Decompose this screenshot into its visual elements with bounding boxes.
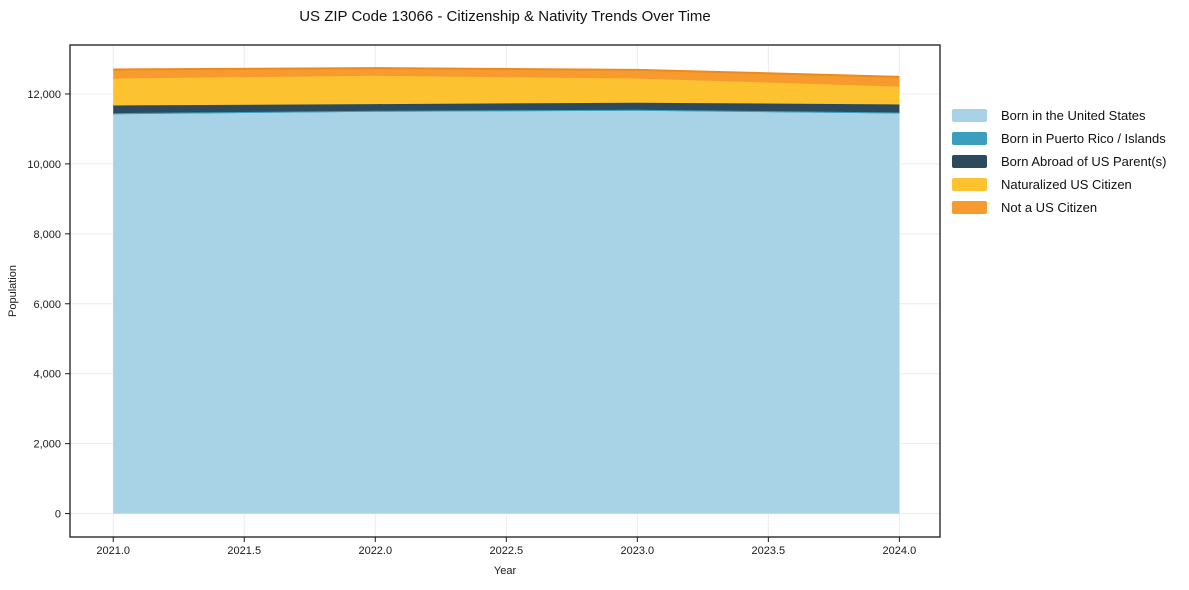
legend-item-not-citizen: Not a US Citizen: [952, 196, 1166, 219]
chart-title: US ZIP Code 13066 - Citizenship & Nativi…: [299, 8, 711, 25]
legend-swatch-born-abroad: [952, 155, 987, 168]
y-tick-label: 12,000: [27, 89, 61, 101]
legend: Born in the United States Born in Puerto…: [952, 104, 1166, 219]
legend-item-naturalized: Naturalized US Citizen: [952, 173, 1166, 196]
area-series-0: [113, 110, 900, 514]
x-tick-label: 2023.0: [621, 545, 655, 557]
legend-swatch-naturalized: [952, 178, 987, 191]
area-series-4-edge: [113, 67, 900, 78]
y-axis-label: Population: [7, 265, 19, 317]
y-tick-label: 4,000: [33, 369, 61, 381]
legend-label: Naturalized US Citizen: [1001, 177, 1132, 192]
legend-swatch-born-puerto-rico: [952, 132, 987, 145]
plot-border: [69, 44, 941, 538]
x-tick-label: 2021.0: [96, 545, 130, 557]
x-tick-label: 2023.5: [752, 545, 786, 557]
legend-swatch-born-in-us: [952, 109, 987, 122]
x-axis-label: Year: [493, 565, 517, 577]
y-tick-label: 6,000: [33, 299, 61, 311]
legend-label: Born in Puerto Rico / Islands: [1001, 131, 1166, 146]
x-tick-label: 2024.0: [883, 545, 917, 557]
legend-item-born-in-us: Born in the United States: [952, 104, 1166, 127]
area-series-3: [113, 75, 900, 106]
y-tick-label: 8,000: [33, 229, 61, 241]
legend-swatch-not-citizen: [952, 201, 987, 214]
x-tick-label: 2022.0: [358, 545, 392, 557]
legend-item-born-abroad: Born Abroad of US Parent(s): [952, 150, 1166, 173]
y-tick-label: 10,000: [27, 159, 61, 171]
y-tick-label: 0: [55, 509, 61, 521]
x-tick-label: 2021.5: [227, 545, 261, 557]
y-tick-label: 2,000: [33, 439, 61, 451]
x-tick-label: 2022.5: [489, 545, 523, 557]
legend-label: Born in the United States: [1001, 108, 1146, 123]
area-series-4: [113, 68, 900, 87]
legend-item-born-puerto-rico: Born in Puerto Rico / Islands: [952, 127, 1166, 150]
legend-label: Born Abroad of US Parent(s): [1001, 154, 1167, 169]
legend-label: Not a US Citizen: [1001, 200, 1098, 215]
